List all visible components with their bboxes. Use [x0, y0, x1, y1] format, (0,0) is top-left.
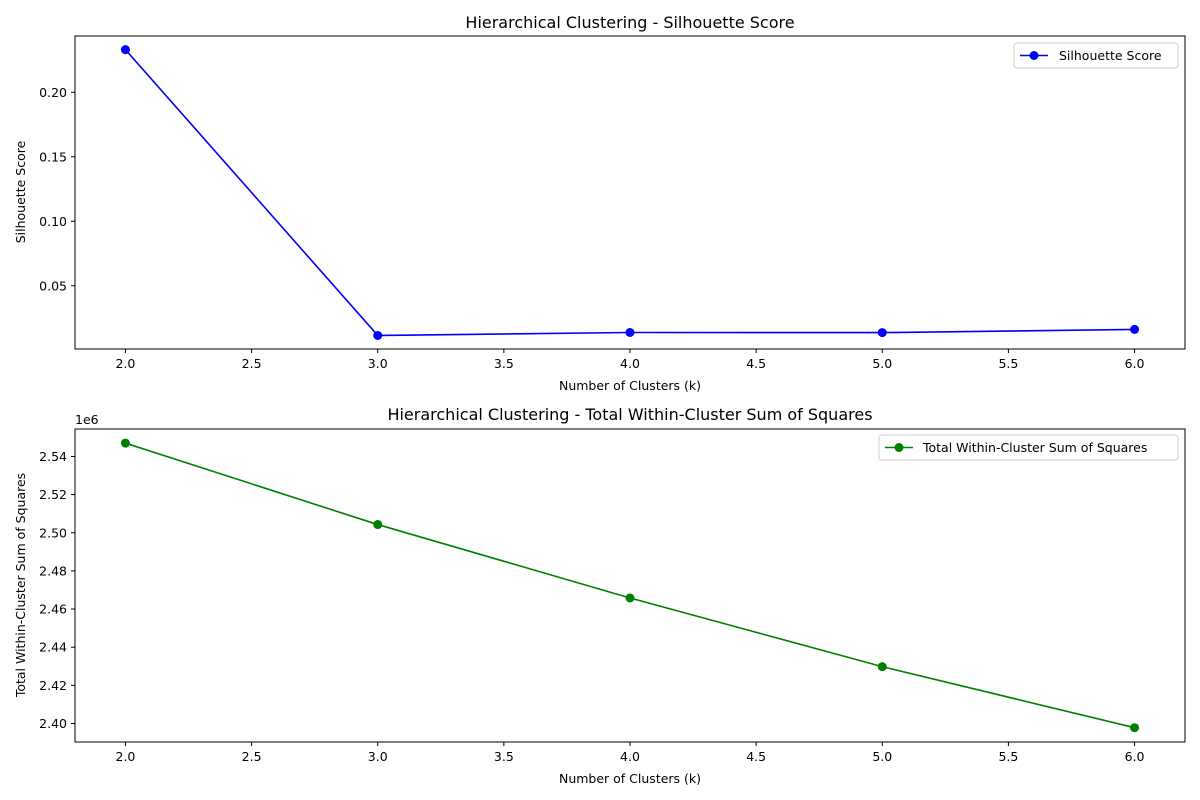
- plot-area: [120, 438, 1140, 733]
- x-tick-label: 3.5: [494, 356, 514, 371]
- plot-area: [120, 45, 1140, 340]
- x-tick-label: 6.0: [1125, 749, 1145, 764]
- x-axis-label: Number of Clusters (k): [559, 771, 701, 786]
- x-tick-label: 2.0: [116, 749, 136, 764]
- data-point: [373, 330, 383, 340]
- data-point: [877, 662, 887, 672]
- y-tick-label: 2.46: [39, 602, 67, 617]
- x-tick-label: 2.5: [242, 749, 262, 764]
- axes-frame: [74, 35, 1186, 350]
- axes-frame: [74, 428, 1186, 743]
- tick-group: 2.0 2.5 3.0 3.5 4.0 4.5 5.0 5.5 6.0 2.40 2.42 2.44 2…: [39, 449, 1144, 764]
- y-tick-label: 2.48: [39, 563, 67, 578]
- chart-title: Hierarchical Clustering - Silhouette Sco…: [465, 13, 794, 32]
- legend: Total Within-Cluster Sum of Squares: [878, 434, 1179, 461]
- x-tick-label: 5.5: [998, 749, 1018, 764]
- legend-box: [878, 434, 1179, 461]
- y-tick-label: 0.20: [39, 85, 67, 100]
- data-point: [877, 328, 887, 338]
- y-tick-label: 2.52: [39, 487, 67, 502]
- x-tick-label: 4.0: [620, 356, 640, 371]
- tick-group: 2.0 2.5 3.0 3.5 4.0 4.5 5.0 5.5 6.0 0.05 0.10 0.15 0…: [39, 85, 1144, 371]
- y-tick-label: 2.44: [39, 640, 67, 655]
- data-point: [373, 520, 383, 530]
- x-tick-label: 2.5: [242, 356, 262, 371]
- data-point: [120, 438, 130, 448]
- y-tick-label: 0.15: [39, 149, 67, 164]
- y-axis-offset: 1e6: [75, 412, 99, 427]
- x-axis-label: Number of Clusters (k): [559, 378, 701, 393]
- chart-title: Hierarchical Clustering - Total Within-C…: [387, 405, 872, 424]
- data-point: [120, 45, 130, 55]
- x-tick-label: 2.0: [116, 356, 136, 371]
- x-tick-label: 3.0: [368, 749, 388, 764]
- x-tick-label: 3.5: [494, 749, 514, 764]
- y-axis-label: Silhouette Score: [13, 140, 28, 243]
- y-tick-label: 2.50: [39, 525, 67, 540]
- legend-box: [1013, 42, 1179, 69]
- y-tick-label: 0.05: [39, 278, 67, 293]
- data-point: [1130, 324, 1140, 334]
- x-tick-label: 5.5: [998, 356, 1018, 371]
- x-tick-label: 4.5: [746, 749, 766, 764]
- x-tick-label: 3.0: [368, 356, 388, 371]
- chart-silhouette: Hierarchical Clustering - Silhouette Sco…: [13, 13, 1186, 393]
- legend-marker-swatch: [894, 443, 904, 452]
- data-point: [625, 327, 635, 337]
- x-tick-label: 6.0: [1125, 356, 1145, 371]
- y-tick-label: 2.42: [39, 678, 67, 693]
- x-tick-label: 4.5: [746, 356, 766, 371]
- x-tick-label: 5.0: [872, 749, 892, 764]
- data-point: [1130, 723, 1140, 733]
- legend-label: Silhouette Score: [1059, 48, 1162, 63]
- data-point: [625, 593, 635, 603]
- legend-marker-swatch: [1029, 51, 1039, 60]
- legend-label: Total Within-Cluster Sum of Squares: [922, 440, 1147, 455]
- x-tick-label: 5.0: [872, 356, 892, 371]
- y-tick-label: 0.10: [39, 214, 67, 229]
- y-tick-label: 2.54: [39, 449, 67, 464]
- legend: Silhouette Score: [1013, 42, 1179, 69]
- y-tick-label: 2.40: [39, 716, 67, 731]
- x-tick-label: 4.0: [620, 749, 640, 764]
- chart-wcss: Hierarchical Clustering - Total Within-C…: [13, 405, 1186, 786]
- y-axis-label: Total Within-Cluster Sum of Squares: [13, 473, 28, 698]
